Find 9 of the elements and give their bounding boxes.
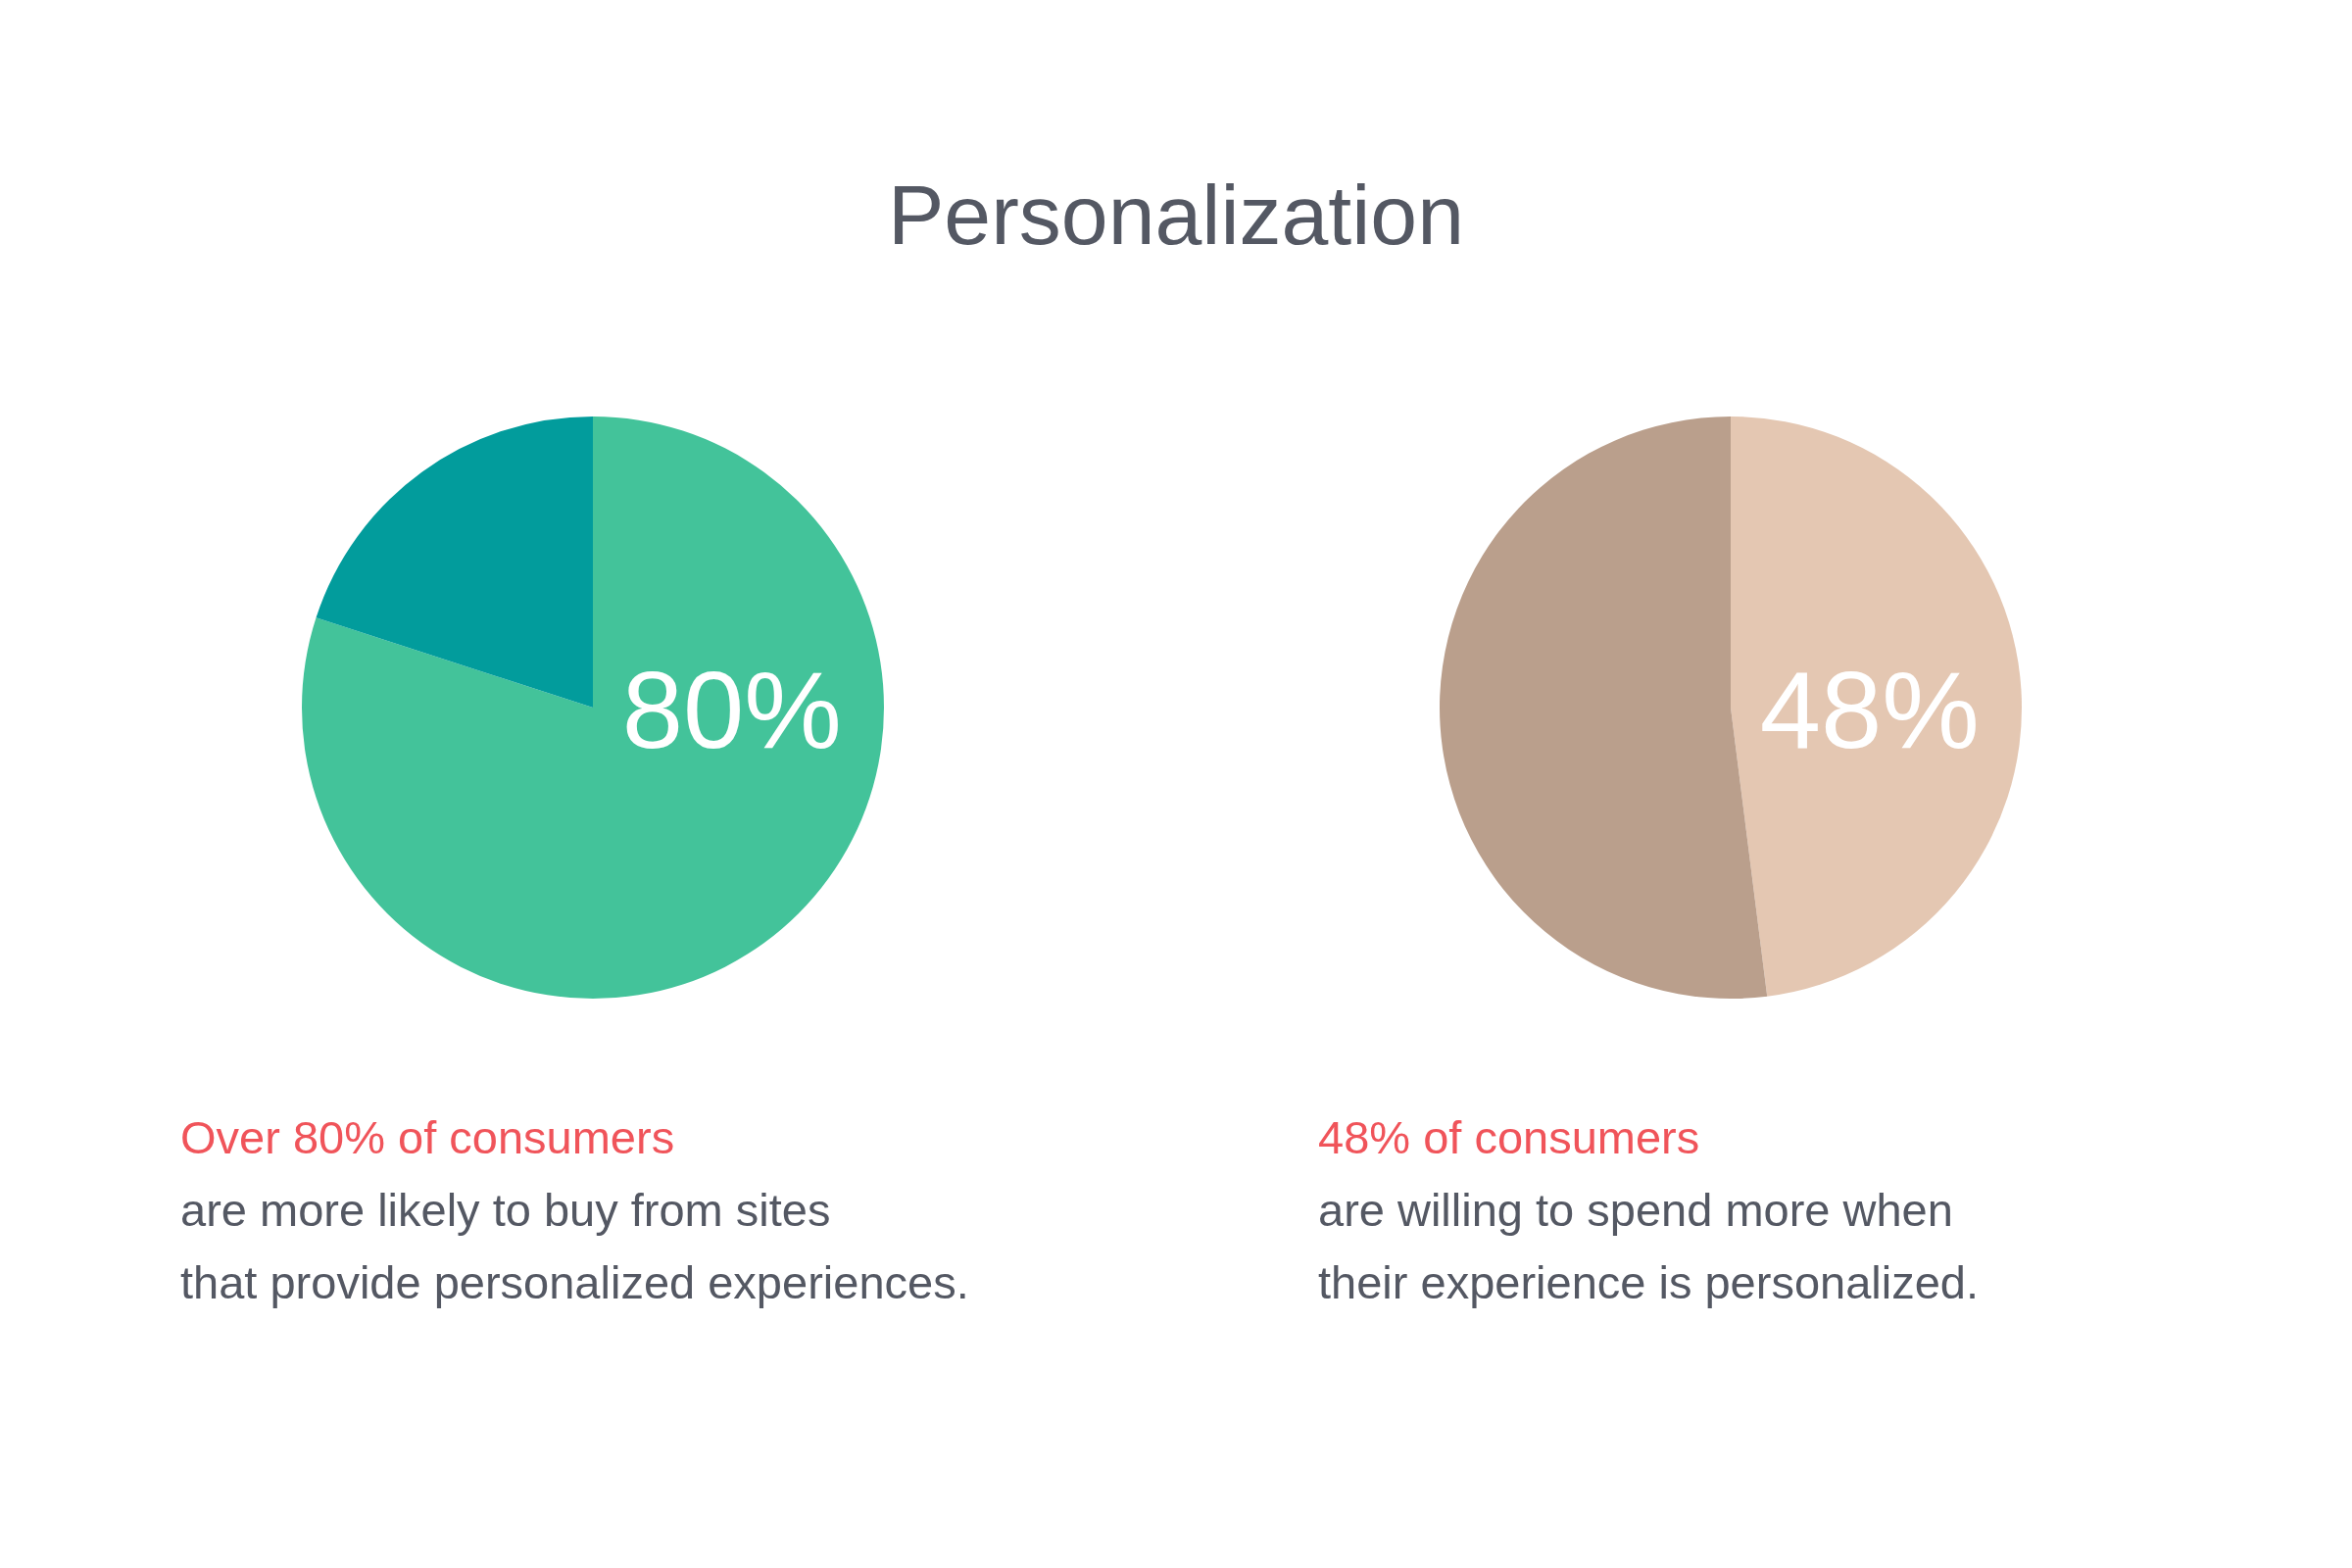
text: Over 80% of consumers <box>180 1110 676 1165</box>
text: are willing to spend more when <box>1318 1183 1954 1238</box>
text: Personalization <box>887 167 1465 264</box>
data-label: 80% <box>621 648 842 771</box>
text: are more likely to buy from sites <box>180 1183 832 1238</box>
text: that provide personalized experiences. <box>180 1255 969 1310</box>
text: 48% of consumers <box>1318 1110 1701 1165</box>
text: their experience is personalized. <box>1318 1255 1980 1310</box>
data-label: 48% <box>1759 648 1980 771</box>
